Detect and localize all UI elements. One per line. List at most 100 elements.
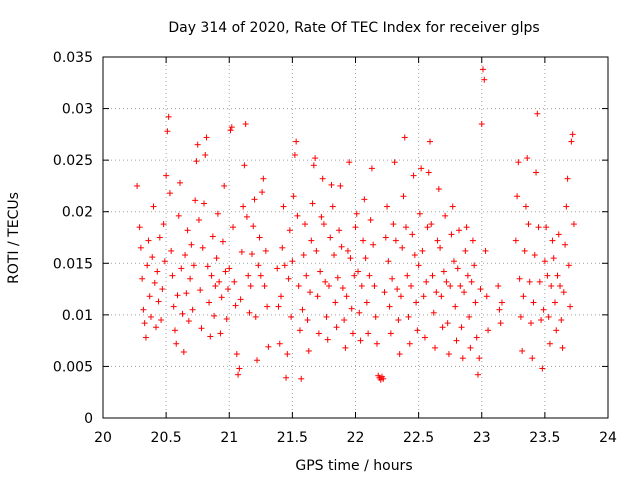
data-point — [382, 234, 389, 241]
data-point — [154, 268, 161, 275]
data-point — [224, 286, 231, 293]
data-point — [461, 289, 468, 296]
x-tick-label: 22.5 — [403, 430, 434, 446]
data-point — [201, 200, 207, 207]
data-point — [309, 200, 316, 207]
data-point — [413, 299, 420, 306]
data-point — [238, 248, 245, 255]
data-point — [338, 243, 345, 250]
data-point — [313, 247, 320, 254]
data-point — [209, 233, 216, 240]
data-point — [259, 189, 266, 196]
data-point — [140, 306, 147, 313]
data-point — [151, 279, 158, 286]
data-point — [515, 159, 522, 166]
x-tick-label: 20 — [94, 430, 112, 446]
data-point — [327, 234, 334, 241]
data-point — [353, 210, 360, 217]
data-point — [385, 258, 392, 265]
y-tick-label: 0.03 — [62, 102, 93, 118]
data-point — [241, 162, 248, 169]
data-point — [322, 278, 329, 285]
data-point — [555, 231, 562, 238]
data-point — [304, 317, 311, 324]
data-point — [231, 278, 238, 285]
data-point — [145, 237, 152, 244]
data-point — [570, 221, 577, 228]
data-point — [134, 182, 141, 189]
data-point — [534, 110, 541, 117]
x-tick-label: 22 — [347, 430, 365, 446]
data-point — [426, 138, 433, 145]
data-point — [386, 303, 393, 310]
data-point — [387, 330, 394, 337]
data-point — [251, 196, 258, 203]
data-point — [223, 315, 230, 322]
data-point — [254, 357, 261, 364]
data-point — [392, 237, 399, 244]
data-point — [319, 175, 326, 182]
data-point — [483, 293, 490, 300]
data-point — [283, 374, 290, 381]
data-point — [485, 327, 492, 334]
data-point — [310, 162, 317, 169]
data-point — [303, 272, 310, 279]
data-point — [173, 340, 180, 347]
data-point — [536, 278, 543, 285]
data-point — [137, 244, 144, 251]
y-tick-label: 0.02 — [62, 205, 93, 221]
data-point — [380, 375, 387, 382]
x-tick-label: 23.5 — [529, 430, 560, 446]
data-point — [473, 334, 480, 341]
data-point — [275, 303, 282, 310]
data-point — [362, 255, 369, 262]
data-point — [355, 268, 362, 275]
data-point — [213, 255, 220, 262]
data-point — [421, 334, 428, 341]
data-point — [150, 203, 157, 210]
data-point — [295, 282, 302, 289]
data-point — [170, 303, 177, 310]
data-point — [324, 336, 331, 343]
data-point — [409, 231, 416, 238]
data-point — [553, 327, 560, 334]
data-point — [193, 158, 200, 165]
x-tick-label: 21 — [220, 430, 238, 446]
data-point — [300, 252, 307, 259]
data-point — [569, 131, 576, 138]
data-point — [279, 244, 286, 251]
data-point — [278, 293, 285, 300]
data-point — [307, 289, 314, 296]
y-tick-label: 0.035 — [53, 50, 93, 66]
data-point — [202, 151, 209, 158]
x-axis-label: GPS time / hours — [295, 458, 412, 474]
data-point — [344, 247, 351, 254]
data-point — [280, 203, 287, 210]
data-point — [177, 179, 184, 186]
y-tick-label: 0 — [84, 411, 93, 427]
data-point — [139, 275, 146, 282]
data-point — [389, 275, 396, 282]
data-point — [411, 252, 418, 259]
data-point — [218, 294, 225, 301]
data-point — [496, 306, 503, 313]
x-tick-label: 20.5 — [151, 430, 182, 446]
data-point — [348, 305, 355, 312]
data-point — [472, 299, 479, 306]
data-point — [519, 347, 526, 354]
data-point — [516, 275, 523, 282]
data-point — [429, 272, 436, 279]
data-point — [457, 282, 464, 289]
data-point — [250, 223, 257, 230]
data-point — [360, 237, 367, 244]
data-point — [333, 324, 340, 331]
data-point — [305, 347, 312, 354]
data-point — [255, 262, 262, 269]
data-point — [476, 355, 483, 362]
data-point — [178, 265, 185, 272]
data-point — [204, 263, 211, 270]
data-point — [418, 165, 425, 172]
data-point — [540, 306, 547, 313]
data-point — [237, 296, 244, 303]
data-point — [445, 351, 452, 358]
